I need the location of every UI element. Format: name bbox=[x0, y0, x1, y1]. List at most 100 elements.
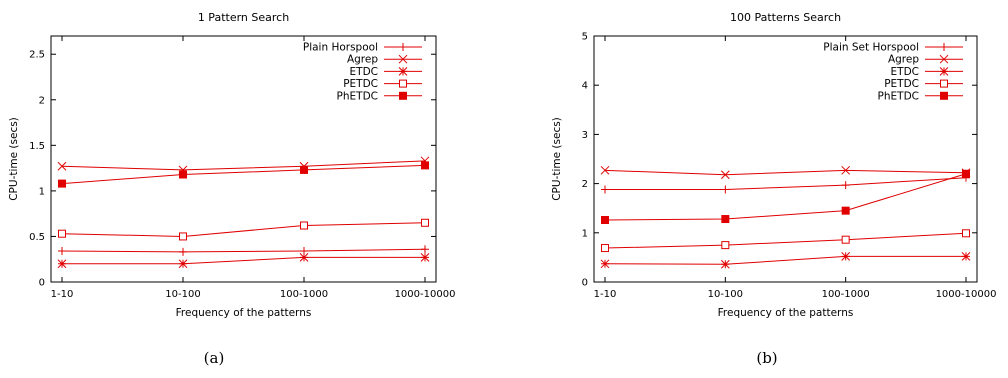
data-point-shape bbox=[720, 170, 730, 180]
legend-marker bbox=[398, 54, 408, 64]
data-point bbox=[962, 169, 970, 178]
data-point bbox=[58, 229, 66, 238]
data-point-shape bbox=[841, 181, 850, 190]
data-point-shape bbox=[600, 165, 610, 175]
data-point bbox=[299, 253, 309, 262]
x-tick-label: 1000-10000 bbox=[936, 289, 997, 300]
data-point bbox=[179, 247, 187, 256]
data-point bbox=[961, 252, 971, 261]
data-point bbox=[58, 179, 66, 188]
series-line bbox=[604, 169, 967, 176]
data-point-shape bbox=[601, 216, 609, 225]
data-point bbox=[300, 221, 308, 230]
data-point-shape bbox=[600, 259, 610, 269]
x-tick-label: 1-10 bbox=[594, 289, 617, 300]
data-point bbox=[179, 170, 187, 179]
legend-label: PETDC bbox=[343, 78, 378, 90]
chart-panel-a: 1 Pattern Search 0 0.5 1 1.5 2 2.5 1-10 10-100 10… bbox=[8, 11, 455, 367]
data-point bbox=[57, 259, 67, 269]
data-point-shape bbox=[57, 259, 67, 269]
figure-caption: (a) bbox=[204, 349, 225, 367]
legend-label: ETDC bbox=[350, 66, 378, 78]
data-point-shape bbox=[300, 221, 308, 230]
data-point-shape bbox=[601, 244, 609, 253]
data-point bbox=[421, 218, 429, 227]
data-point-shape bbox=[421, 161, 429, 170]
data-point bbox=[841, 206, 850, 215]
legend-marker bbox=[399, 43, 407, 51]
legend-marker bbox=[940, 43, 948, 51]
legend-label: PhETDC bbox=[878, 90, 919, 102]
y-tick-label: 5 bbox=[582, 32, 588, 43]
legend-entry: PETDC bbox=[884, 78, 963, 90]
legend-label: Agrep bbox=[888, 54, 919, 66]
legend-marker-shape bbox=[940, 43, 948, 51]
legend-label: PETDC bbox=[884, 78, 919, 90]
data-point-shape bbox=[299, 253, 309, 262]
x-tick-label: 100-1000 bbox=[280, 289, 328, 300]
series-line bbox=[61, 160, 426, 171]
series-cross bbox=[600, 165, 971, 180]
data-point-shape bbox=[841, 235, 850, 244]
data-point-shape bbox=[58, 229, 66, 238]
legend-marker-shape bbox=[399, 91, 407, 100]
x-tick-label: 1-10 bbox=[51, 289, 74, 300]
y-tick-label: 0.5 bbox=[29, 232, 45, 243]
data-point-shape bbox=[179, 247, 187, 256]
series-line bbox=[61, 164, 426, 185]
data-point-shape bbox=[721, 215, 730, 224]
x-axis-label: Frequency of the patterns bbox=[718, 307, 854, 319]
series-line bbox=[62, 256, 425, 265]
data-point-shape bbox=[841, 165, 851, 175]
legend-marker-shape bbox=[398, 54, 408, 64]
legend-marker bbox=[939, 67, 949, 76]
data-point bbox=[421, 245, 429, 254]
series-line bbox=[604, 255, 966, 265]
figure-caption: (b) bbox=[756, 349, 777, 367]
data-point bbox=[420, 253, 430, 262]
legend-entry: ETDC bbox=[350, 66, 422, 78]
legend-entry: PhETDC bbox=[878, 90, 963, 102]
legend-marker-shape bbox=[940, 91, 948, 100]
series-line bbox=[61, 248, 426, 253]
series-plus bbox=[58, 245, 429, 256]
legend-label: ETDC bbox=[891, 66, 919, 78]
data-point bbox=[421, 161, 429, 170]
y-tick-label: 1 bbox=[582, 228, 588, 239]
y-tick-label: 1 bbox=[39, 186, 45, 197]
legend-label: Plain Horspool bbox=[303, 42, 378, 54]
x-axis-label: Frequency of the patterns bbox=[176, 307, 312, 319]
data-point-shape bbox=[57, 161, 67, 171]
legend-marker-shape bbox=[399, 79, 407, 88]
data-point-shape bbox=[721, 241, 730, 250]
data-point-shape bbox=[58, 179, 66, 188]
series-star bbox=[600, 252, 971, 269]
y-tick-label: 4 bbox=[582, 81, 588, 92]
data-point-shape bbox=[178, 259, 188, 269]
data-point bbox=[57, 161, 67, 171]
data-point bbox=[841, 165, 851, 175]
plot-frame bbox=[50, 35, 437, 283]
legend-marker bbox=[940, 79, 948, 88]
y-axis-label: CPU-time (secs) bbox=[551, 117, 563, 201]
legend-entry: PETDC bbox=[343, 78, 422, 90]
data-point-shape bbox=[961, 252, 971, 261]
data-point bbox=[600, 165, 610, 175]
x-tick-label: 1000-10000 bbox=[395, 289, 456, 300]
x-tick-label: 100-1000 bbox=[822, 289, 870, 300]
series-plus bbox=[601, 173, 970, 194]
legend-marker bbox=[398, 67, 408, 76]
data-point-shape bbox=[841, 206, 850, 215]
chart-panel-b: 100 Patterns Search 0 1 2 3 4 5 1-10 10-100 100-1… bbox=[551, 11, 996, 367]
data-point bbox=[841, 181, 850, 190]
legend-marker bbox=[939, 54, 949, 64]
series-filled-square bbox=[58, 161, 429, 188]
data-point-shape bbox=[962, 229, 970, 238]
legend-entry: PhETDC bbox=[337, 90, 422, 102]
data-point bbox=[600, 259, 610, 269]
data-point-shape bbox=[962, 169, 970, 178]
data-point bbox=[601, 185, 609, 194]
data-point bbox=[720, 259, 730, 269]
legend-marker-shape bbox=[940, 79, 948, 88]
